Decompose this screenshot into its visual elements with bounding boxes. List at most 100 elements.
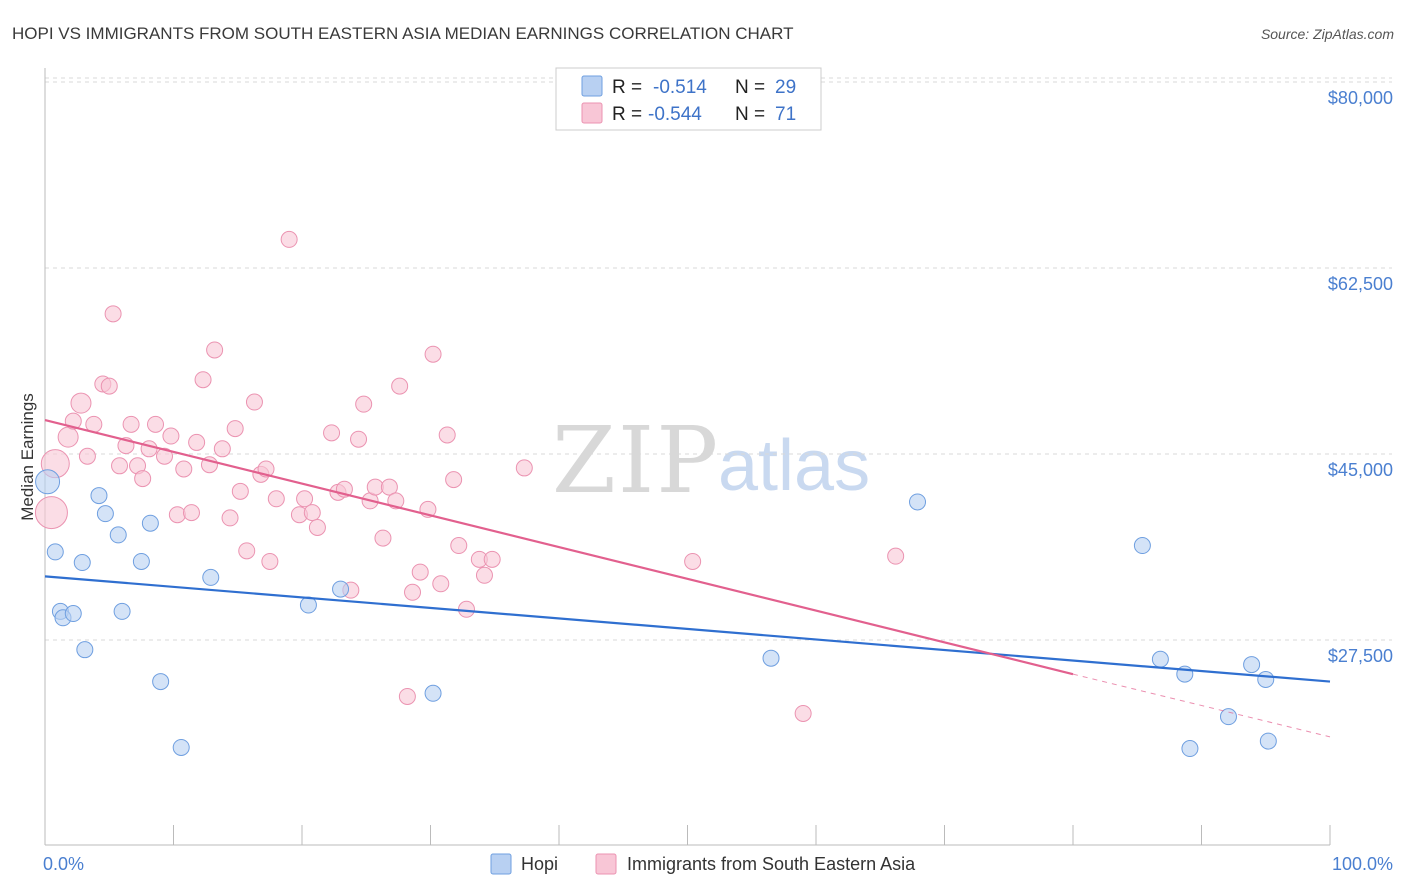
immigrants-point-31 (245, 393, 263, 411)
hopi-point-14 (172, 738, 190, 756)
legend-n-value-immigrants: 71 (775, 104, 796, 125)
immigrants-point-25 (206, 341, 224, 359)
immigrants-point-9 (104, 305, 122, 323)
immigrants-point-38 (296, 490, 314, 508)
bottom-legend-swatch-hopi (490, 853, 512, 875)
immigrants-point-55 (411, 563, 429, 581)
immigrants-trend-line (44, 419, 1074, 676)
immigrants-point-45 (350, 430, 368, 448)
immigrants-point-30 (238, 542, 256, 560)
immigrants-point-53 (398, 687, 416, 705)
x-tick-label-1: 100.0% (1332, 854, 1393, 874)
immigrants-point-15 (140, 440, 158, 458)
immigrants-point-35 (267, 490, 285, 508)
y-tick-label-2: $45,000 (1328, 460, 1393, 480)
legend-r-value-immigrants: -0.544 (648, 104, 702, 125)
immigrants-point-57 (424, 345, 442, 363)
bottom-legend: Hopi Immigrants from South Eastern Asia (490, 853, 916, 875)
legend-n-value-hopi: 29 (775, 77, 796, 98)
hopi-point-20 (909, 493, 927, 511)
immigrants-point-54 (404, 583, 422, 601)
immigrants-point-60 (445, 471, 463, 489)
hopi-point-22 (1151, 650, 1169, 668)
legend-r-label-hopi: R = (612, 77, 642, 98)
legend-n-label-hopi: N = (735, 77, 765, 98)
legend-n-label-immigrants: N = (735, 104, 765, 125)
grid-lines (45, 77, 1392, 641)
bottom-legend-label-immigrants: Immigrants from South Eastern Asia (627, 854, 916, 874)
y-tick-label-1: $62,500 (1328, 274, 1393, 294)
immigrants-point-4 (70, 392, 92, 414)
immigrants-point-14 (134, 470, 152, 488)
immigrants-point-16 (147, 415, 165, 433)
hopi-point-15 (202, 568, 220, 586)
bottom-legend-label-hopi: Hopi (521, 854, 558, 874)
immigrants-point-12 (122, 415, 140, 433)
hopi-point-0 (35, 469, 61, 495)
immigrants-point-23 (194, 371, 212, 389)
immigrants-point-41 (323, 424, 341, 442)
immigrants-point-40 (308, 518, 326, 536)
hopi-point-1 (46, 543, 64, 561)
immigrants-point-18 (162, 427, 180, 445)
y-tick-labels: $80,000 $62,500 $45,000 $27,500 (1328, 88, 1393, 666)
hopi-point-17 (332, 580, 350, 598)
hopi-point-13 (152, 673, 170, 691)
immigrants-point-48 (366, 478, 384, 496)
immigrants-point-20 (175, 460, 193, 478)
hopi-point-12 (141, 514, 159, 532)
hopi-point-18 (424, 684, 442, 702)
hopi-point-28 (1259, 732, 1277, 750)
legend-swatch-immigrants (581, 102, 603, 124)
hopi-point-26 (1243, 656, 1261, 674)
watermark-zip: ZIP (552, 407, 720, 514)
immigrants-point-26 (213, 440, 231, 458)
x-tick-label-0: 0.0% (43, 854, 84, 874)
immigrants-point-17 (156, 447, 174, 465)
legend-box: R = -0.514 N = 29 R = -0.544 N = 71 (555, 67, 822, 131)
series-hopi-points (35, 469, 1277, 758)
chart-title: HOPI VS IMMIGRANTS FROM SOUTH EASTERN AS… (12, 24, 793, 43)
watermark-atlas: atlas (718, 426, 870, 506)
hopi-point-4 (64, 605, 82, 623)
immigrants-point-21 (182, 504, 200, 522)
hopi-point-21 (1133, 537, 1151, 555)
immigrants-trend-extension (1072, 673, 1331, 738)
immigrants-point-50 (380, 478, 398, 496)
immigrants-point-5 (78, 447, 96, 465)
immigrants-point-66 (515, 459, 533, 477)
trend-lines (44, 419, 1331, 738)
immigrants-point-61 (450, 537, 468, 555)
hopi-point-5 (73, 554, 91, 572)
hopi-point-27 (1257, 670, 1275, 688)
hopi-point-11 (132, 552, 150, 570)
immigrants-point-64 (475, 566, 493, 584)
watermark: ZIP atlas (552, 407, 870, 514)
immigrants-point-67 (684, 552, 702, 570)
immigrants-point-0 (34, 496, 68, 530)
immigrants-point-69 (887, 547, 905, 565)
immigrants-point-2 (57, 426, 79, 448)
immigrants-point-36 (280, 230, 298, 248)
immigrants-point-8 (100, 377, 118, 395)
immigrants-point-39 (303, 504, 321, 522)
hopi-point-19 (762, 649, 780, 667)
hopi-point-24 (1181, 740, 1199, 758)
chart-source: Source: ZipAtlas.com (1261, 26, 1394, 42)
immigrants-point-65 (483, 550, 501, 568)
immigrants-point-34 (261, 552, 279, 570)
immigrants-point-22 (188, 433, 206, 451)
hopi-point-8 (96, 505, 114, 523)
hopi-point-6 (76, 641, 94, 659)
hopi-point-9 (109, 526, 127, 544)
bottom-legend-swatch-immigrants (595, 853, 617, 875)
immigrants-point-68 (794, 704, 812, 722)
y-axis-label: Median Earnings (18, 393, 37, 521)
immigrants-point-46 (355, 395, 373, 413)
legend-swatch-hopi (581, 75, 603, 97)
immigrants-point-49 (374, 529, 392, 547)
immigrants-point-28 (226, 420, 244, 438)
x-tick-labels: 0.0% 100.0% (43, 854, 1393, 874)
y-tick-label-3: $27,500 (1328, 646, 1393, 666)
